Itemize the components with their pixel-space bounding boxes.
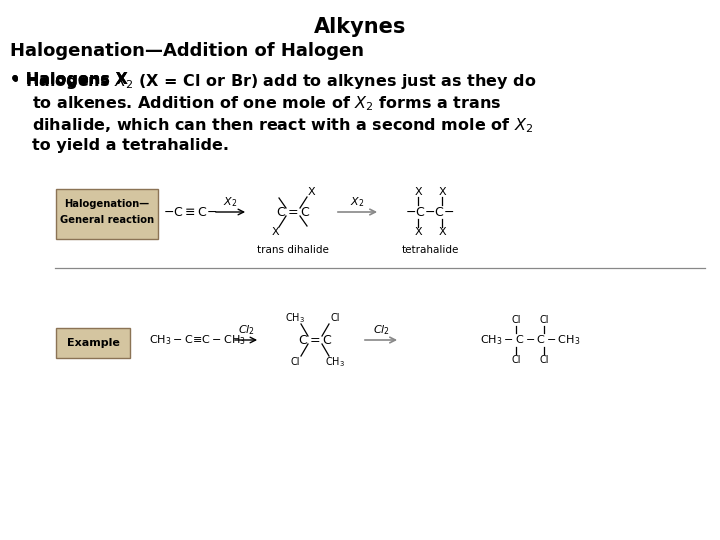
Text: dihalide, which can then react with a second mole of $X_2$: dihalide, which can then react with a se…	[32, 116, 533, 134]
Text: $\mathregular{CH_3}$: $\mathregular{CH_3}$	[325, 355, 345, 369]
Text: $X_2$: $X_2$	[223, 195, 237, 209]
Text: to alkenes. Addition of one mole of $X_2$ forms a trans: to alkenes. Addition of one mole of $X_2…	[32, 94, 501, 113]
Text: Halogenation—Addition of Halogen: Halogenation—Addition of Halogen	[10, 42, 364, 60]
Text: $\mathregular{CH_3-C-C-CH_3}$: $\mathregular{CH_3-C-C-CH_3}$	[480, 333, 580, 347]
Text: $\mathregular{CH_3-C\!\equiv\!C-CH_3}$: $\mathregular{CH_3-C\!\equiv\!C-CH_3}$	[148, 333, 246, 347]
Text: X: X	[414, 187, 422, 197]
Text: Cl: Cl	[290, 357, 300, 367]
Text: trans dihalide: trans dihalide	[257, 245, 329, 255]
Text: • Halogens $X_2$ (X = Cl or Br) add to alkynes just as they do: • Halogens $X_2$ (X = Cl or Br) add to a…	[10, 72, 536, 91]
Text: $X_2$: $X_2$	[350, 195, 364, 209]
Text: • Halogens X: • Halogens X	[10, 72, 128, 87]
Text: to yield a tetrahalide.: to yield a tetrahalide.	[32, 138, 229, 153]
Text: X: X	[438, 187, 446, 197]
Text: X: X	[271, 227, 279, 237]
Text: tetrahalide: tetrahalide	[401, 245, 459, 255]
Text: $Cl_2$: $Cl_2$	[372, 323, 390, 337]
Text: X: X	[307, 187, 315, 197]
Text: Cl: Cl	[539, 355, 549, 365]
Text: General reaction: General reaction	[60, 215, 154, 225]
Text: Alkynes: Alkynes	[314, 17, 406, 37]
FancyBboxPatch shape	[56, 189, 158, 239]
Text: C$=$C: C$=$C	[276, 206, 310, 219]
Text: X: X	[414, 227, 422, 237]
Text: Cl: Cl	[330, 313, 340, 323]
Text: $-$C$\equiv$C$-$: $-$C$\equiv$C$-$	[163, 206, 217, 219]
Text: Cl: Cl	[511, 315, 521, 325]
Text: $Cl_2$: $Cl_2$	[238, 323, 254, 337]
FancyBboxPatch shape	[56, 328, 130, 358]
Text: Cl: Cl	[511, 355, 521, 365]
Text: $\mathregular{CH_3}$: $\mathregular{CH_3}$	[285, 311, 305, 325]
Text: C$=$C: C$=$C	[298, 334, 332, 347]
Text: Halogenation—: Halogenation—	[64, 199, 150, 209]
Text: $-$C$-$C$-$: $-$C$-$C$-$	[405, 206, 455, 219]
Text: Cl: Cl	[539, 315, 549, 325]
Text: • Halogens X: • Halogens X	[10, 72, 128, 87]
Text: X: X	[438, 227, 446, 237]
Text: Example: Example	[66, 338, 120, 348]
